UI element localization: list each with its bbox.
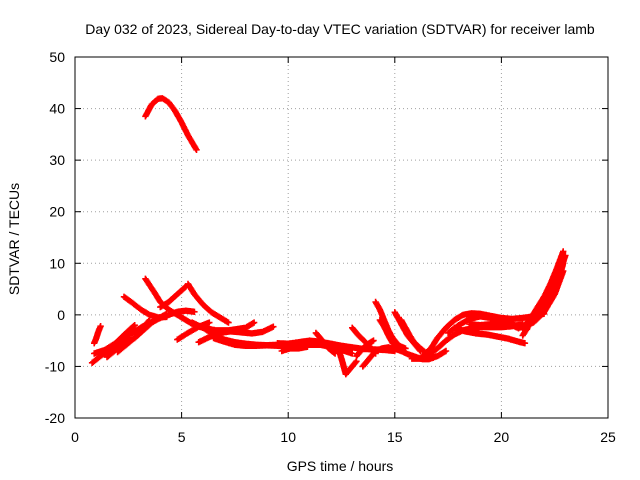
series-arc-2: [91, 323, 104, 347]
data-point-trace: [376, 316, 409, 352]
data-point-trace: [278, 343, 311, 355]
data-point-trace: [91, 323, 104, 347]
grid: [75, 57, 608, 418]
x-tick-label: 5: [178, 429, 186, 445]
x-tick-label: 15: [387, 429, 403, 445]
chart-title: Day 032 of 2023, Sidereal Day-to-day VTE…: [85, 21, 595, 37]
data-point-trace: [353, 337, 377, 360]
x-axis-label: GPS time / hours: [287, 458, 394, 474]
data-point-trace: [184, 280, 232, 326]
y-tick-label: 20: [49, 204, 65, 220]
series-arc-21: [353, 337, 377, 360]
x-tick-label: 10: [280, 429, 296, 445]
series-arc-17: [278, 343, 311, 355]
x-tick-label: 20: [494, 429, 510, 445]
data-point-trace: [120, 293, 170, 321]
series-arc-18: [312, 329, 339, 357]
series-arc-11: [184, 280, 232, 326]
series-arc-10: [157, 283, 190, 311]
y-tick-label: 40: [49, 101, 65, 117]
axis-ticks: 0 5 10 15 20 25 -20 -10 0 10 20 30 40 50: [45, 49, 616, 445]
y-tick-label: 50: [49, 49, 65, 65]
data-point-trace: [312, 329, 339, 357]
data-point-trace: [530, 260, 567, 319]
y-tick-label: 0: [57, 307, 65, 323]
series-arc-8: [120, 293, 170, 321]
y-tick-label: -10: [45, 358, 65, 374]
data-point-trace: [451, 324, 529, 347]
data-point-trace: [157, 283, 190, 311]
series-arc-1: [142, 95, 200, 153]
y-axis-label: SDTVAR / TECUs: [6, 183, 22, 295]
y-tick-label: -20: [45, 410, 65, 426]
x-tick-label: 0: [71, 429, 79, 445]
data-point-trace: [334, 342, 360, 378]
series-arc-30: [451, 324, 529, 347]
data-point-trace: [142, 95, 200, 153]
y-tick-label: 10: [49, 255, 65, 271]
data-point-trace: [372, 298, 403, 349]
series-arc-19: [334, 342, 360, 378]
data-points: [88, 95, 569, 378]
y-tick-label: 30: [49, 152, 65, 168]
series-arc-23: [372, 298, 403, 349]
plot-frame: [74, 56, 609, 419]
series-arc-34: [530, 260, 567, 319]
x-tick-label: 25: [600, 429, 616, 445]
series-arc-24: [376, 316, 409, 352]
